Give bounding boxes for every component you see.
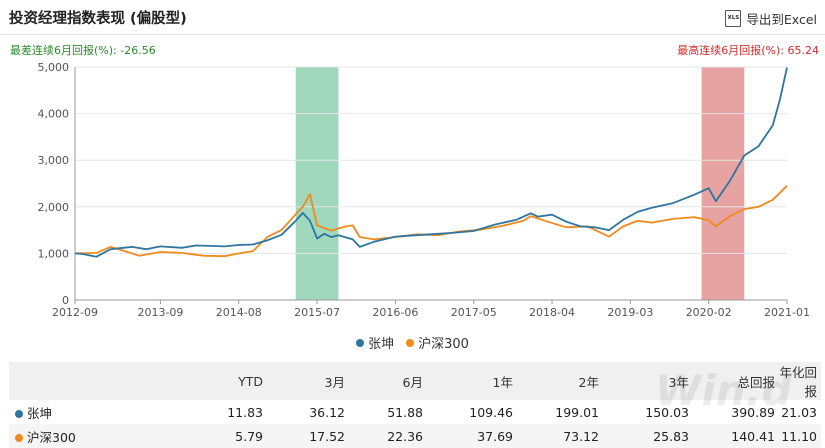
y-tick-label: 4,000 <box>38 108 70 121</box>
cell-2y: 199.01 <box>517 400 603 424</box>
table-row: 张坤 11.83 36.12 51.88 109.46 199.01 150.0… <box>9 400 821 424</box>
cell-6m: 51.88 <box>349 400 427 424</box>
highlight-region-1 <box>701 67 745 300</box>
y-tick-label: 1,000 <box>38 247 70 260</box>
col-header-ytd: YTD <box>163 362 267 400</box>
cell-3m: 17.52 <box>267 424 349 448</box>
cell-6m: 22.36 <box>349 424 427 448</box>
export-excel-label: 导出到Excel <box>746 12 817 27</box>
x-tick-label: 2013-09 <box>137 306 183 319</box>
cell-ytd: 11.83 <box>163 400 267 424</box>
performance-table: YTD 3月 6月 1年 2年 3年 总回报 年化回报 张坤 11.83 36.… <box>9 362 821 448</box>
cell-ytd: 5.79 <box>163 424 267 448</box>
legend-dot-hs300 <box>406 338 415 347</box>
chart-legend: 张坤 沪深300 <box>0 333 825 352</box>
cell-3y: 25.83 <box>603 424 693 448</box>
page-title: 投资经理指数表现 (偏股型) <box>9 11 187 27</box>
highlight-region-0 <box>295 67 339 300</box>
cell-1y: 37.69 <box>427 424 517 448</box>
col-header-1y: 1年 <box>427 362 517 400</box>
cell-2y: 73.12 <box>517 424 603 448</box>
col-header-6m: 6月 <box>349 362 427 400</box>
table-row: 沪深300 5.79 17.52 22.36 37.69 73.12 25.83… <box>9 424 821 448</box>
y-tick-label: 3,000 <box>38 154 70 167</box>
x-tick-label: 2012-09 <box>52 306 98 319</box>
series-dot-hs300 <box>15 433 23 442</box>
cell-3m: 36.12 <box>267 400 349 424</box>
header: 投资经理指数表现 (偏股型) XLS 导出到Excel <box>0 0 825 35</box>
cell-1y: 109.46 <box>427 400 517 424</box>
x-tick-label: 2018-04 <box>529 306 575 319</box>
col-header-3m: 3月 <box>267 362 349 400</box>
cell-total: 140.41 <box>693 424 779 448</box>
legend-dot-zhangkun <box>356 338 365 347</box>
y-tick-label: 2,000 <box>38 201 70 214</box>
row-name-cell: 沪深300 <box>9 424 163 448</box>
export-excel-button[interactable]: XLS 导出到Excel <box>725 9 817 28</box>
series-line-hs300 <box>74 185 788 258</box>
x-tick-label: 2017-05 <box>451 306 497 319</box>
col-header-3y: 3年 <box>603 362 693 400</box>
col-header-2y: 2年 <box>517 362 603 400</box>
y-tick-label: 5,000 <box>38 61 70 74</box>
series-line-zhangkun <box>74 67 788 258</box>
table-header-row: YTD 3月 6月 1年 2年 3年 总回报 年化回报 <box>9 362 821 400</box>
col-header-total: 总回报 <box>693 362 779 400</box>
worst-6m-return: 最差连续6月回报(%): -26.56 <box>10 44 156 57</box>
legend-item-hs300[interactable]: 沪深300 <box>406 333 469 352</box>
col-header-name <box>9 362 163 400</box>
row-name-cell: 张坤 <box>9 400 163 424</box>
xls-file-icon: XLS <box>725 10 742 27</box>
cell-3y: 150.03 <box>603 400 693 424</box>
cell-annual: 11.10 <box>779 424 821 448</box>
x-tick-label: 2021-01 <box>764 306 810 319</box>
legend-item-zhangkun[interactable]: 张坤 <box>356 333 394 352</box>
series-dot-zhangkun <box>15 409 23 418</box>
x-tick-label: 2015-07 <box>294 306 340 319</box>
y-tick-label: 0 <box>62 294 69 307</box>
col-header-annual: 年化回报 <box>779 362 821 400</box>
cell-annual: 21.03 <box>779 400 821 424</box>
x-tick-label: 2014-08 <box>216 306 262 319</box>
cell-total: 390.89 <box>693 400 779 424</box>
x-tick-label: 2016-06 <box>372 306 418 319</box>
best-6m-return: 最高连续6月回报(%): 65.24 <box>677 44 819 57</box>
performance-line-chart: 0 1,000 2,000 3,000 4,000 5,000 2012-09 2013-09… <box>38 61 810 319</box>
x-tick-label: 2020-02 <box>686 306 732 319</box>
x-tick-label: 2019-03 <box>607 306 653 319</box>
